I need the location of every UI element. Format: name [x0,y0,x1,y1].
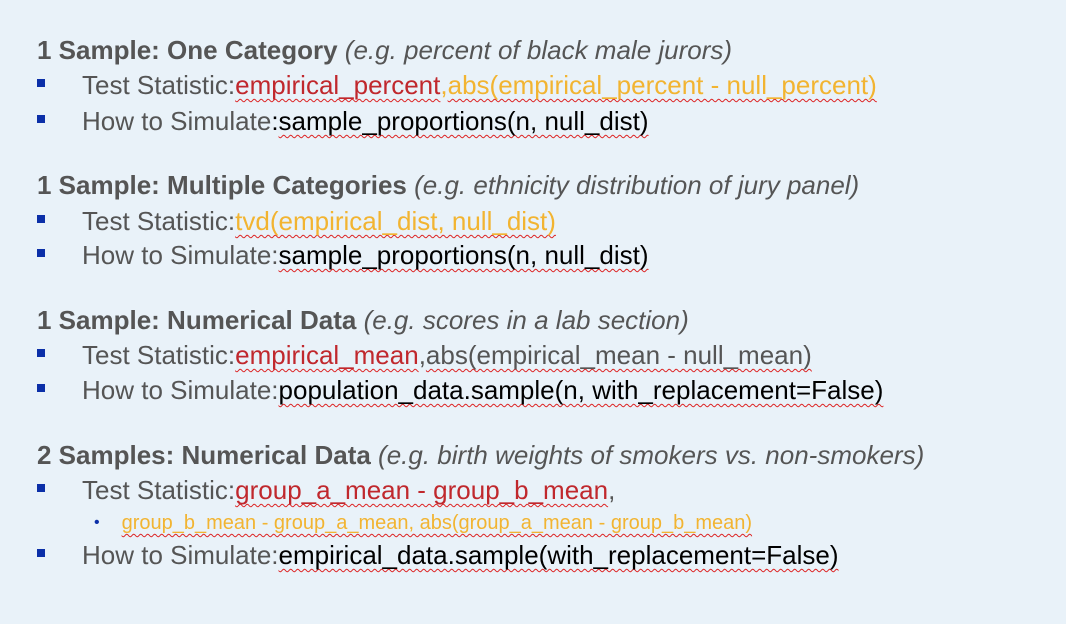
section-example: (e.g. scores in a lab section) [363,305,689,335]
section-heading: 1 Sample: Numerical Data [37,305,357,335]
section-title-multiple-categories: 1 Sample: Multiple Categories (e.g. ethn… [37,170,859,201]
simulate-code: sample_proportions(n, null_dist) [278,240,649,270]
test-statistic-alternate: abs(empirical_percent - null_percent) [447,70,877,100]
section-example: (e.g. birth weights of smokers vs. non-s… [378,440,925,470]
test-statistic-alternates: • group_b_mean - group_a_mean, abs(group… [94,512,752,535]
round-bullet-icon: • [94,514,100,531]
test-statistic-primary: empirical_percent [235,70,441,100]
square-bullet-icon [37,115,45,123]
test-statistic-primary: tvd(empirical_dist, null_dist) [235,206,556,236]
test-statistic-alternate: abs(empirical_mean - null_mean) [425,340,812,370]
simulate-label: How to Simulate: [82,240,279,270]
section-example: (e.g. percent of black male jurors) [344,35,733,65]
simulate-code: empirical_data.sample(with_replacement=F… [278,540,839,570]
section-title-one-category: 1 Sample: One Category (e.g. percent of … [37,35,732,66]
test-statistic-row: Test Statistic: group_a_mean - group_b_m… [37,475,615,506]
test-statistic-label: Test Statistic: [82,340,236,370]
section-title-numerical-data: 1 Sample: Numerical Data (e.g. scores in… [37,305,689,336]
square-bullet-icon [37,215,45,223]
section-heading: 2 Samples: Numerical Data [37,440,371,470]
separator: , [608,475,616,505]
square-bullet-icon [37,79,45,87]
simulate-row: How to Simulate: population_data.sample(… [37,375,883,406]
square-bullet-icon [37,549,45,557]
section-heading: 1 Sample: One Category [37,35,338,65]
test-statistic-row: Test Statistic: empirical_mean , abs(emp… [37,340,812,371]
simulate-row: How to Simulate: sample_proportions(n, n… [37,240,649,271]
simulate-code: sample_proportions(n, null_dist) [278,106,649,136]
simulate-label: How to Simulate [82,106,272,136]
test-statistic-alternate: group_b_mean - group_a_mean, abs(group_a… [121,512,753,534]
square-bullet-icon [37,384,45,392]
test-statistic-primary: group_a_mean - group_b_mean [235,475,609,505]
square-bullet-icon [37,249,45,257]
test-statistic-row: Test Statistic: tvd(empirical_dist, null… [37,206,556,237]
simulate-code: population_data.sample(n, with_replaceme… [278,375,884,405]
section-example: (e.g. ethnicity distribution of jury pan… [414,170,860,200]
test-statistic-primary: empirical_mean [235,340,419,370]
square-bullet-icon [37,349,45,357]
simulate-row: How to Simulate : sample_proportions(n, … [37,106,649,137]
test-statistic-label: Test Statistic: [82,475,236,505]
section-heading: 1 Sample: Multiple Categories [37,170,407,200]
test-statistic-label: Test Statistic: [82,70,236,100]
test-statistic-row: Test Statistic: empirical_percent , abs(… [37,70,877,101]
section-title-two-samples: 2 Samples: Numerical Data (e.g. birth we… [37,440,924,471]
separator: : [271,106,279,136]
simulate-label: How to Simulate: [82,540,279,570]
square-bullet-icon [37,484,45,492]
separator: , [418,340,426,370]
simulate-row: How to Simulate: empirical_data.sample(w… [37,540,839,571]
separator: , [440,70,448,100]
test-statistic-label: Test Statistic: [82,206,236,236]
simulate-label: How to Simulate: [82,375,279,405]
